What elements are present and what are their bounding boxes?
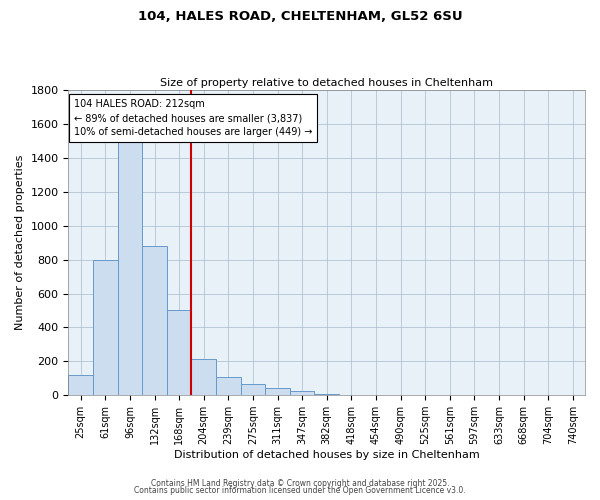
Bar: [216, 378, 241, 395]
Bar: [167, 310, 191, 395]
Bar: [314, 394, 339, 395]
Bar: [191, 359, 216, 395]
Bar: [290, 391, 314, 395]
Text: Contains public sector information licensed under the Open Government Licence v3: Contains public sector information licen…: [134, 486, 466, 495]
Title: Size of property relative to detached houses in Cheltenham: Size of property relative to detached ho…: [160, 78, 493, 88]
Bar: [118, 141, 142, 395]
X-axis label: Distribution of detached houses by size in Cheltenham: Distribution of detached houses by size …: [174, 450, 479, 460]
Bar: [93, 260, 118, 395]
Bar: [142, 246, 167, 395]
Bar: [265, 388, 290, 395]
Y-axis label: Number of detached properties: Number of detached properties: [15, 155, 25, 330]
Bar: [68, 375, 93, 395]
Bar: [241, 384, 265, 395]
Text: 104, HALES ROAD, CHELTENHAM, GL52 6SU: 104, HALES ROAD, CHELTENHAM, GL52 6SU: [137, 10, 463, 23]
Text: Contains HM Land Registry data © Crown copyright and database right 2025.: Contains HM Land Registry data © Crown c…: [151, 478, 449, 488]
Text: 104 HALES ROAD: 212sqm
← 89% of detached houses are smaller (3,837)
10% of semi-: 104 HALES ROAD: 212sqm ← 89% of detached…: [74, 100, 312, 138]
